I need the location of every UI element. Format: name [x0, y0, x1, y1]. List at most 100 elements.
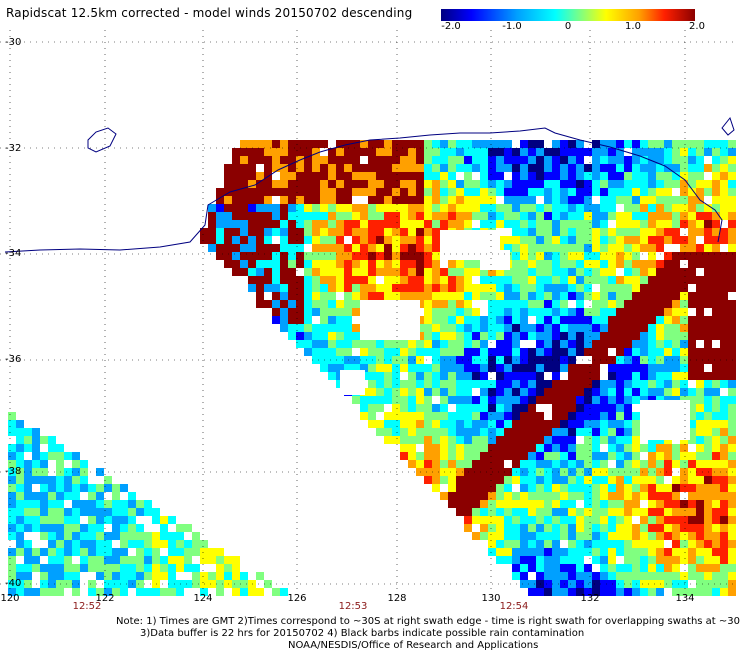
wind-cell — [472, 260, 480, 268]
wind-cell — [96, 588, 104, 596]
wind-cell — [256, 188, 264, 196]
wind-cell — [424, 396, 432, 404]
wind-cell — [40, 564, 48, 572]
wind-cell — [632, 476, 640, 484]
wind-cell — [472, 204, 480, 212]
wind-cell — [608, 516, 616, 524]
wind-cell — [560, 428, 568, 436]
wind-cell — [448, 268, 456, 276]
wind-cell — [680, 500, 688, 508]
wind-cell — [600, 468, 608, 476]
wind-cell — [680, 484, 688, 492]
wind-cell — [504, 420, 512, 428]
wind-cell — [608, 172, 616, 180]
wind-cell — [672, 564, 680, 572]
wind-cell — [544, 508, 552, 516]
wind-cell — [552, 148, 560, 156]
wind-cell — [600, 492, 608, 500]
wind-cell — [704, 572, 712, 580]
wind-cell — [88, 516, 96, 524]
wind-cell — [56, 548, 64, 556]
wind-cell — [392, 252, 400, 260]
wind-cell — [688, 452, 696, 460]
wind-cell — [208, 212, 216, 220]
wind-cell — [560, 212, 568, 220]
wind-cell — [96, 516, 104, 524]
wind-cell — [456, 388, 464, 396]
wind-cell — [488, 148, 496, 156]
wind-cell — [8, 548, 16, 556]
wind-cell — [264, 236, 272, 244]
wind-cell — [704, 348, 712, 356]
wind-cell — [688, 564, 696, 572]
wind-cell — [512, 236, 520, 244]
wind-cell — [600, 564, 608, 572]
wind-cell — [552, 516, 560, 524]
wind-cell — [688, 516, 696, 524]
wind-cell — [584, 212, 592, 220]
wind-cell — [592, 420, 600, 428]
wind-cell — [240, 204, 248, 212]
wind-cell — [648, 476, 656, 484]
wind-cell — [520, 420, 528, 428]
wind-cell — [320, 172, 328, 180]
wind-cell — [624, 324, 632, 332]
wind-cell — [584, 228, 592, 236]
wind-cell — [616, 332, 624, 340]
wind-cell — [608, 532, 616, 540]
swath-time: 12:54 — [499, 601, 529, 612]
wind-cell — [440, 380, 448, 388]
wind-cell — [688, 212, 696, 220]
wind-cell — [728, 172, 736, 180]
wind-cell — [136, 500, 144, 508]
wind-cell — [160, 588, 168, 596]
wind-cell — [504, 220, 512, 228]
wind-cell — [720, 300, 728, 308]
wind-cell — [176, 524, 184, 532]
wind-cell — [712, 156, 720, 164]
wind-cell — [400, 180, 408, 188]
wind-cell — [576, 388, 584, 396]
wind-cell — [552, 508, 560, 516]
wind-cell — [416, 180, 424, 188]
wind-cell — [496, 420, 504, 428]
wind-cell — [488, 476, 496, 484]
wind-cell — [280, 220, 288, 228]
wind-cell — [136, 508, 144, 516]
wind-cell — [704, 444, 712, 452]
wind-cell — [512, 204, 520, 212]
wind-cell — [480, 508, 488, 516]
wind-cell — [584, 324, 592, 332]
wind-cell — [304, 292, 312, 300]
wind-cell — [704, 180, 712, 188]
wind-cell — [496, 220, 504, 228]
wind-cell — [568, 508, 576, 516]
wind-cell — [600, 220, 608, 228]
wind-cell — [520, 228, 528, 236]
wind-cell — [480, 172, 488, 180]
wind-cell — [472, 156, 480, 164]
wind-cell — [528, 348, 536, 356]
wind-cell — [512, 564, 520, 572]
wind-cell — [256, 588, 264, 596]
wind-cell — [632, 500, 640, 508]
wind-cell — [592, 484, 600, 492]
wind-cell — [264, 156, 272, 164]
wind-cell — [528, 180, 536, 188]
wind-cell — [384, 420, 392, 428]
wind-cell — [40, 532, 48, 540]
wind-cell — [624, 156, 632, 164]
wind-cell — [496, 268, 504, 276]
wind-cell — [520, 172, 528, 180]
wind-cell — [696, 308, 704, 316]
wind-cell — [520, 532, 528, 540]
wind-cell — [680, 508, 688, 516]
wind-cell — [560, 316, 568, 324]
wind-cell — [128, 572, 136, 580]
wind-cell — [504, 524, 512, 532]
wind-cell — [240, 164, 248, 172]
wind-cell — [368, 212, 376, 220]
wind-cell — [256, 244, 264, 252]
wind-cell — [576, 428, 584, 436]
wind-cell — [544, 332, 552, 340]
